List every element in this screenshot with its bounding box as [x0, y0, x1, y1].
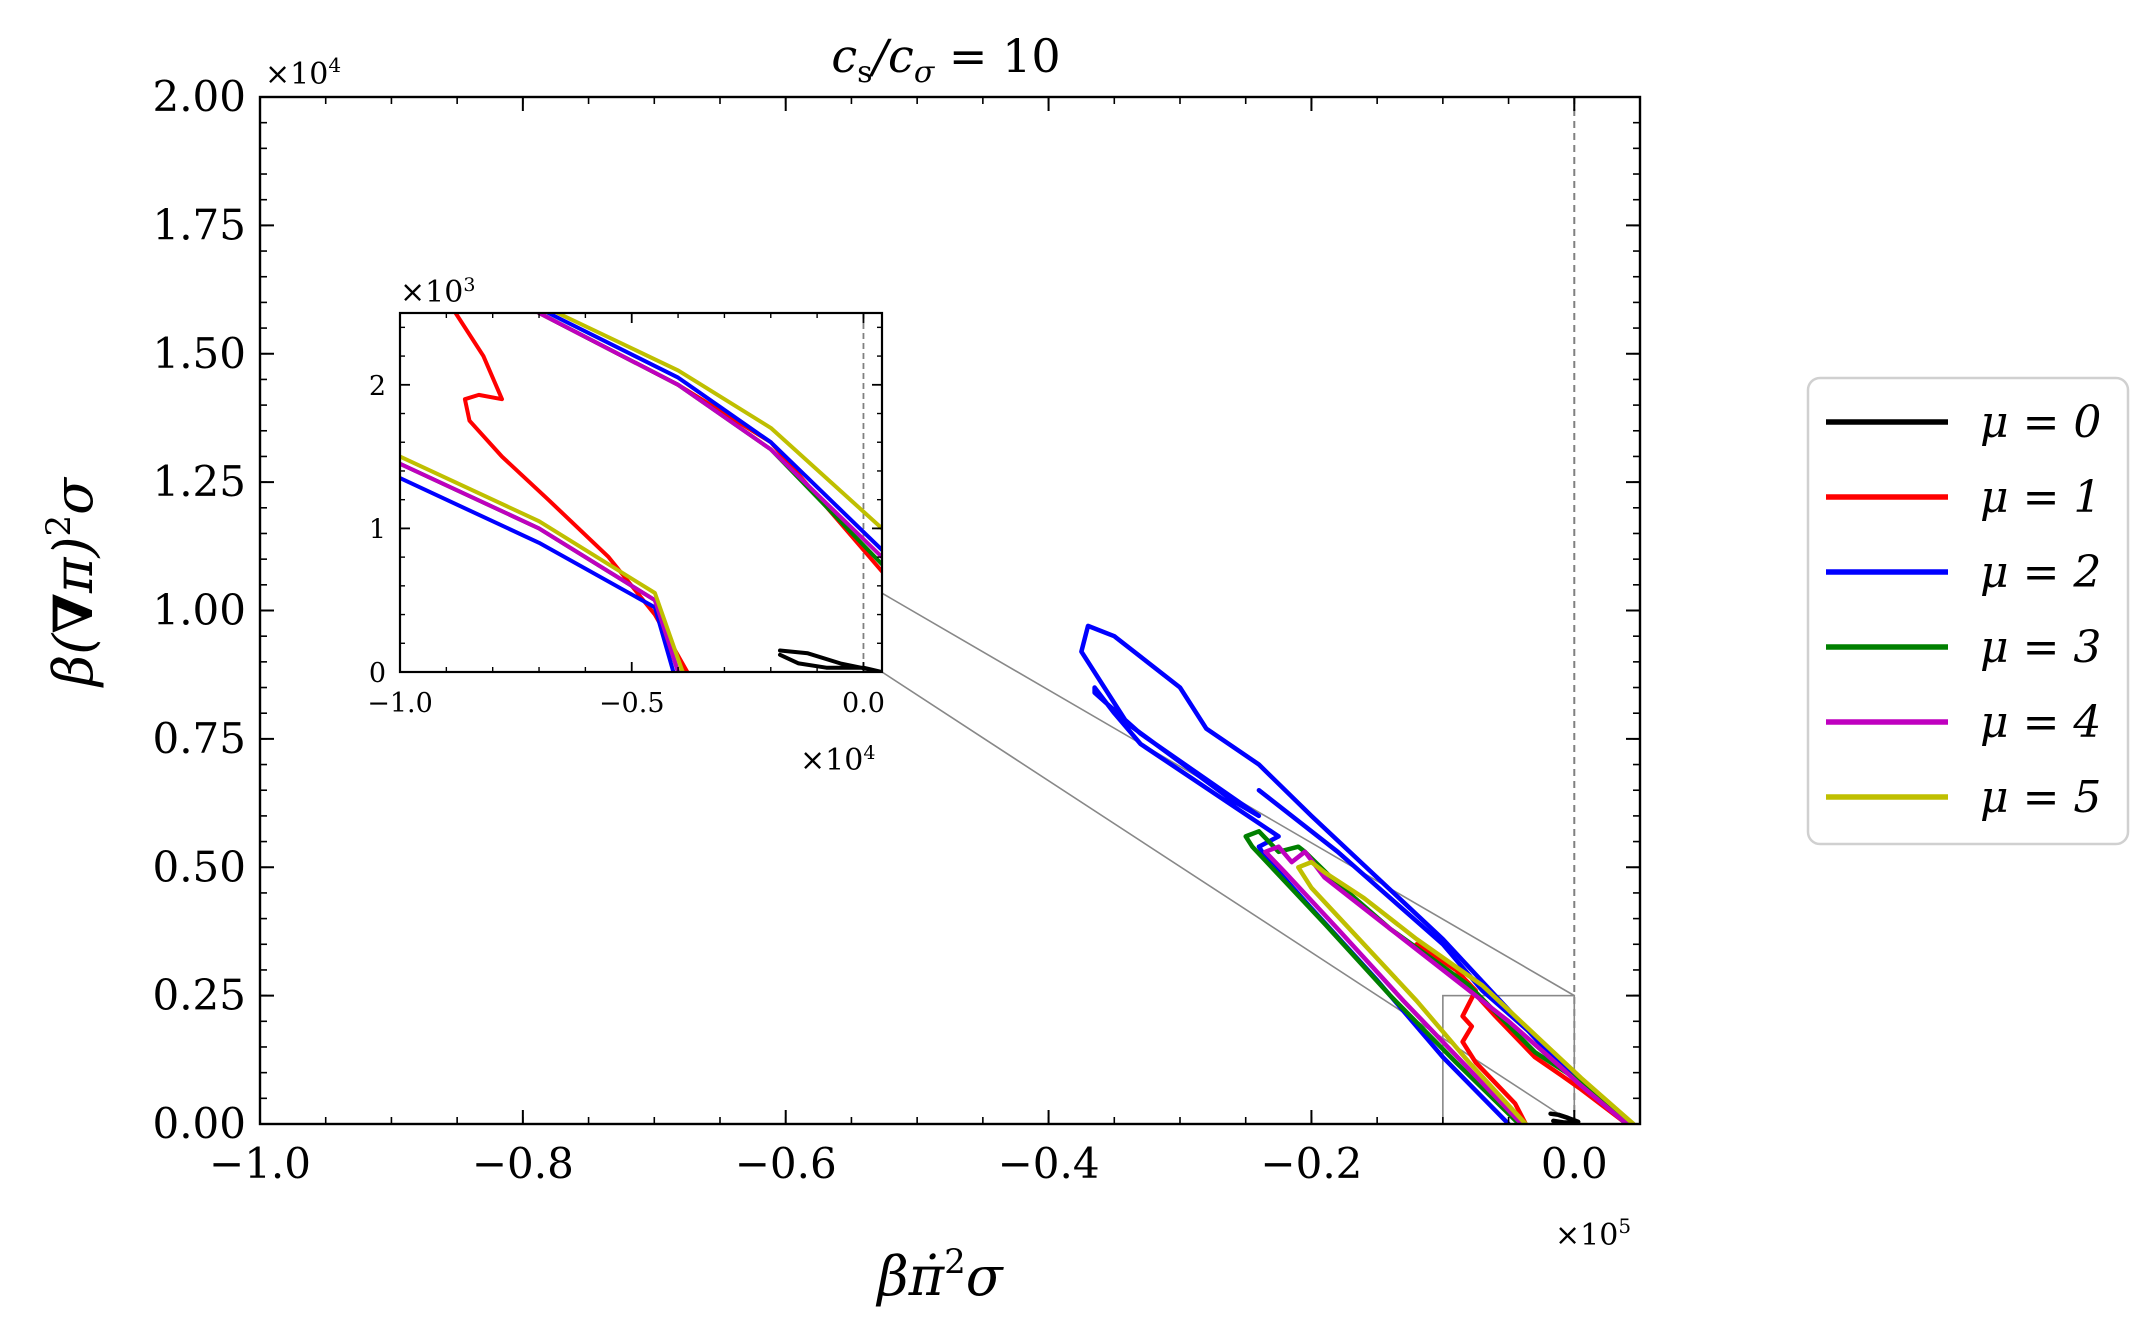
- y-tick-label: 1.00: [152, 586, 246, 635]
- y-scale-label: ×104: [265, 53, 341, 92]
- inset-x-tick-label: 0.0: [842, 688, 885, 719]
- inset-series-lines: [400, 313, 882, 672]
- inset-frame: [398, 311, 884, 674]
- y-tick-label: 0.25: [152, 971, 246, 1020]
- inset-series-2-segment-0: [400, 476, 676, 672]
- x-tick-label: −0.4: [998, 1139, 1100, 1188]
- legend-label-2: μ = 2: [1980, 547, 2101, 598]
- inset-y-tick-label: 1: [369, 514, 386, 545]
- main-axes: −1.0 −0.8 −0.6 −0.4 −0.2 0.00.000.250.500.751…: [152, 72, 1642, 1188]
- x-axis-title: βπ̇2σ: [875, 1242, 1004, 1308]
- chart-title: cs/cσ = 10: [831, 29, 1060, 90]
- y-axis-title: β(∇π)2σ: [39, 476, 105, 688]
- legend: μ = 0 μ = 1 μ = 2 μ = 3 μ = 4 μ = 5: [1806, 376, 2130, 846]
- inset-series-5-segment-1: [555, 313, 882, 531]
- inset-series-4-segment-0: [400, 461, 681, 672]
- y-tick-label: 2.00: [152, 72, 246, 121]
- inset-series-2-segment-1: [546, 313, 882, 552]
- y-tick-label: 1.25: [152, 457, 246, 506]
- legend-label-1: μ = 1: [1980, 472, 2101, 523]
- x-tick-label: −0.2: [1260, 1139, 1362, 1188]
- inset-series-0-segment-0: [778, 648, 882, 672]
- x-tick-label: 0.0: [1541, 1139, 1608, 1188]
- inset-y-tick-label: 2: [369, 371, 386, 402]
- inset-axes: −1.0 −0.5 0.0 0 1 2: [367, 311, 885, 719]
- inset-series-5-segment-0: [400, 454, 685, 672]
- x-tick-label: −0.6: [735, 1139, 837, 1188]
- inset-series-4-segment-1: [537, 313, 882, 560]
- x-scale-label: ×105: [1555, 1214, 1631, 1253]
- legend-label-4: μ = 4: [1980, 697, 2101, 748]
- main-series-0-segment-0: [1548, 1111, 1581, 1124]
- legend-label-3: μ = 3: [1980, 622, 2101, 673]
- main-series-4-segment-0: [1263, 844, 1630, 1124]
- inset-series-1-segment-0: [453, 313, 690, 672]
- inset-x-tick-label: −0.5: [599, 688, 665, 719]
- legend-label-5: μ = 5: [1980, 772, 2101, 823]
- y-tick-label: 1.75: [152, 200, 246, 249]
- inset-x-scale-label: ×104: [800, 742, 875, 778]
- x-tick-label: −1.0: [209, 1139, 311, 1188]
- main-series-1-segment-0: [1414, 942, 1528, 1124]
- y-tick-label: 0.75: [152, 714, 246, 763]
- inset-y-scale-label: ×103: [400, 274, 475, 310]
- y-tick-label: 0.50: [152, 842, 246, 891]
- inset-y-tick-label: 0: [369, 658, 386, 689]
- main-series-5-segment-0: [1296, 859, 1636, 1124]
- legend-label-0: μ = 0: [1980, 397, 2101, 448]
- inset-x-tick-label: −1.0: [367, 688, 433, 719]
- x-tick-label: −0.8: [472, 1139, 574, 1188]
- main-series-lines: [1079, 623, 1636, 1124]
- y-tick-label: 1.50: [152, 329, 246, 378]
- main-series-1-segment-1: [1460, 977, 1630, 1124]
- y-tick-label: 0.00: [152, 1099, 246, 1148]
- main-series-2-segment-1: [1079, 623, 1630, 1124]
